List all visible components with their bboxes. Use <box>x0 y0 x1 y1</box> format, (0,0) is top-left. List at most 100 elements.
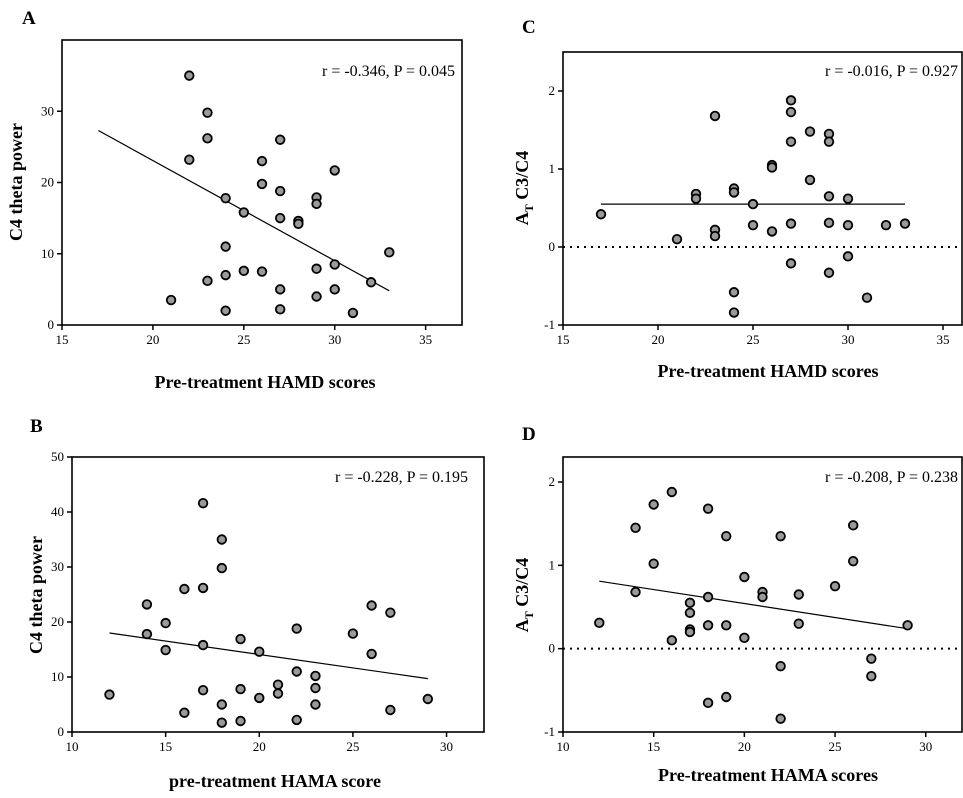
data-point <box>291 666 302 677</box>
data-point <box>272 679 284 690</box>
data-point <box>256 178 268 190</box>
x-tick-label: 15 <box>557 332 570 347</box>
x-tick-label: 25 <box>237 332 250 347</box>
data-point <box>422 693 434 705</box>
data-point <box>775 530 786 542</box>
data-point <box>847 520 859 531</box>
data-point <box>220 269 231 281</box>
data-point <box>202 133 213 144</box>
y-tick-label: 0 <box>58 724 65 739</box>
data-point <box>311 291 322 302</box>
x-tick-label: 15 <box>647 739 660 754</box>
data-point <box>216 699 228 710</box>
correlation-annotation: r = -0.208, P = 0.238 <box>825 469 958 486</box>
data-point <box>197 498 209 509</box>
data-point <box>666 635 678 646</box>
correlation-annotation: r = -0.346, P = 0.045 <box>322 63 455 80</box>
data-point <box>310 682 321 694</box>
data-point <box>202 107 213 118</box>
x-tick-label: 10 <box>557 739 570 754</box>
x-tick-label: 20 <box>146 332 159 347</box>
data-point <box>238 265 250 277</box>
data-point <box>202 275 213 287</box>
regression-line <box>599 580 908 630</box>
data-point <box>366 600 377 611</box>
data-point <box>274 185 286 197</box>
data-point <box>385 704 396 716</box>
data-point <box>823 217 835 229</box>
y-tick-label: 10 <box>51 669 64 684</box>
data-point <box>274 134 286 145</box>
x-tick-label: 30 <box>328 332 341 347</box>
data-point <box>766 162 778 173</box>
data-point <box>684 597 696 609</box>
data-point <box>829 580 841 592</box>
data-point <box>385 607 396 618</box>
y-tick-label: 20 <box>41 175 54 190</box>
panel-letter: A <box>22 8 36 29</box>
data-point <box>274 304 286 315</box>
data-point <box>254 646 265 657</box>
data-point <box>256 155 268 167</box>
data-point <box>184 70 195 81</box>
data-point <box>721 530 732 542</box>
y-axis-title: AT C3/C4 <box>512 151 536 226</box>
data-point <box>702 620 714 631</box>
data-point <box>197 582 209 594</box>
data-point <box>160 617 171 629</box>
data-point <box>847 555 859 567</box>
data-point <box>256 266 268 277</box>
regression-line <box>109 632 428 680</box>
data-point <box>141 628 153 640</box>
x-tick-label: 30 <box>440 739 453 754</box>
data-point <box>823 136 835 147</box>
x-tick-label: 35 <box>937 332 950 347</box>
data-point <box>235 633 246 645</box>
data-point <box>842 193 854 204</box>
data-point <box>902 620 913 631</box>
data-point <box>842 251 854 262</box>
data-point <box>220 305 231 316</box>
data-point <box>104 689 115 700</box>
data-point <box>594 617 605 629</box>
x-tick-label: 30 <box>919 739 932 754</box>
y-tick-label: 50 <box>51 449 64 464</box>
data-point <box>184 154 195 165</box>
data-point <box>216 562 228 574</box>
data-point <box>793 618 804 629</box>
data-point <box>220 192 231 204</box>
x-tick-label: 25 <box>346 739 359 754</box>
x-tick-label: 15 <box>56 332 69 347</box>
data-point <box>293 218 304 230</box>
y-axis-title: C4 theta power <box>26 536 46 654</box>
y-tick-label: 1 <box>549 557 556 572</box>
data-point <box>866 670 877 682</box>
y-tick-label: 2 <box>549 83 556 98</box>
data-point <box>274 212 286 224</box>
data-point <box>291 623 302 634</box>
y-tick-label: 0 <box>549 641 556 656</box>
data-point <box>728 307 740 318</box>
data-point <box>775 713 786 724</box>
x-tick-label: 20 <box>652 332 665 347</box>
data-point <box>785 218 797 229</box>
plot-frame <box>562 51 963 326</box>
y-tick-label: 30 <box>41 103 54 118</box>
data-point <box>721 620 732 631</box>
data-point <box>384 247 395 258</box>
data-point <box>179 707 190 718</box>
data-point <box>721 691 732 703</box>
data-point <box>310 670 321 682</box>
data-point <box>757 591 768 603</box>
x-tick-label: 15 <box>159 739 172 754</box>
data-point <box>160 644 171 656</box>
y-tick-label: 0 <box>549 239 556 254</box>
data-point <box>329 165 340 176</box>
x-tick-label: 30 <box>842 332 855 347</box>
data-point <box>347 628 359 639</box>
y-tick-label: 1 <box>549 161 556 176</box>
data-point <box>272 688 284 699</box>
data-point <box>329 284 340 295</box>
x-axis-title: pre-treatment HAMA score <box>169 771 381 791</box>
